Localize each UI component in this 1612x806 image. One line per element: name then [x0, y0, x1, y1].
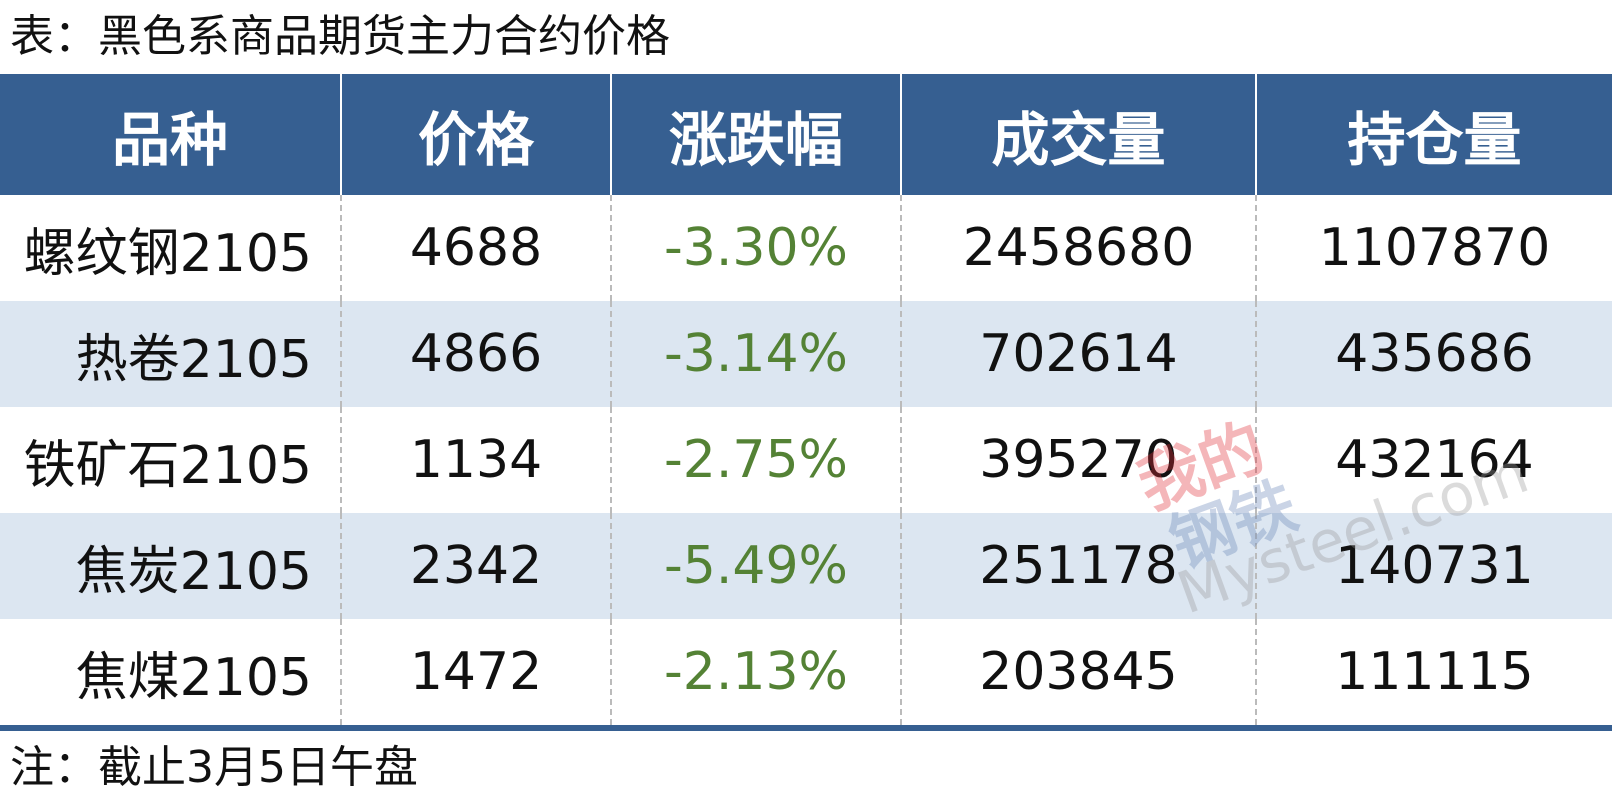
table-cell: 焦炭2105 [0, 513, 341, 619]
table-cell: 1107870 [1255, 195, 1612, 301]
table-cell: 251178 [900, 513, 1256, 619]
header-cell: 持仓量 [1255, 74, 1612, 195]
table-cell: 395270 [900, 407, 1256, 513]
header-row: 品种 价格 涨跌幅 成交量 持仓量 [0, 74, 1612, 195]
table-cell: 1472 [340, 619, 611, 731]
table-body: 螺纹钢2105 4688 -3.30% 2458680 1107870 热卷2105 486… [0, 195, 1612, 731]
table-row: 热卷2105 4866 -3.14% 702614 435686 [0, 301, 1612, 407]
table-cell: 热卷2105 [0, 301, 341, 407]
table-cell: -5.49% [610, 513, 901, 619]
table-cell: 4866 [340, 301, 611, 407]
price-table: 品种 价格 涨跌幅 成交量 持仓量 螺纹钢2105 4688 -3.30% 2458680 11… [0, 74, 1612, 731]
table-cell: 4688 [340, 195, 611, 301]
header-cell: 品种 [0, 74, 341, 195]
header-cell: 价格 [340, 74, 611, 195]
header-cell: 涨跌幅 [610, 74, 901, 195]
table-cell: -3.14% [610, 301, 901, 407]
table-cell: 2458680 [900, 195, 1256, 301]
table-row: 焦炭2105 2342 -5.49% 251178 140731 [0, 513, 1612, 619]
table-cell: 702614 [900, 301, 1256, 407]
header-cell: 成交量 [900, 74, 1256, 195]
table-cell: -2.75% [610, 407, 901, 513]
table-cell: 203845 [900, 619, 1256, 731]
table-cell: 432164 [1255, 407, 1612, 513]
table-cell: 1134 [340, 407, 611, 513]
table-row: 铁矿石2105 1134 -2.75% 395270 432164 [0, 407, 1612, 513]
table-cell: 焦煤2105 [0, 619, 341, 731]
table-cell: 2342 [340, 513, 611, 619]
title: 表：黑色系商品期货主力合约价格 [10, 11, 670, 62]
table-cell: 螺纹钢2105 [23, 223, 312, 284]
table-cell: 铁矿石2105 [23, 435, 312, 496]
table-cell: -3.30% [610, 195, 901, 301]
table-row: 焦煤2105 1472 -2.13% 203845 111115 [0, 619, 1612, 731]
table-cell: 435686 [1255, 301, 1612, 407]
table-cell: 140731 [1255, 513, 1612, 619]
table-cell: 111115 [1255, 619, 1612, 731]
table-row: 螺纹钢2105 4688 -3.30% 2458680 1107870 [0, 195, 1612, 301]
note: 注：截止3月5日午盘 [10, 742, 418, 793]
table-cell: -2.13% [610, 619, 901, 731]
